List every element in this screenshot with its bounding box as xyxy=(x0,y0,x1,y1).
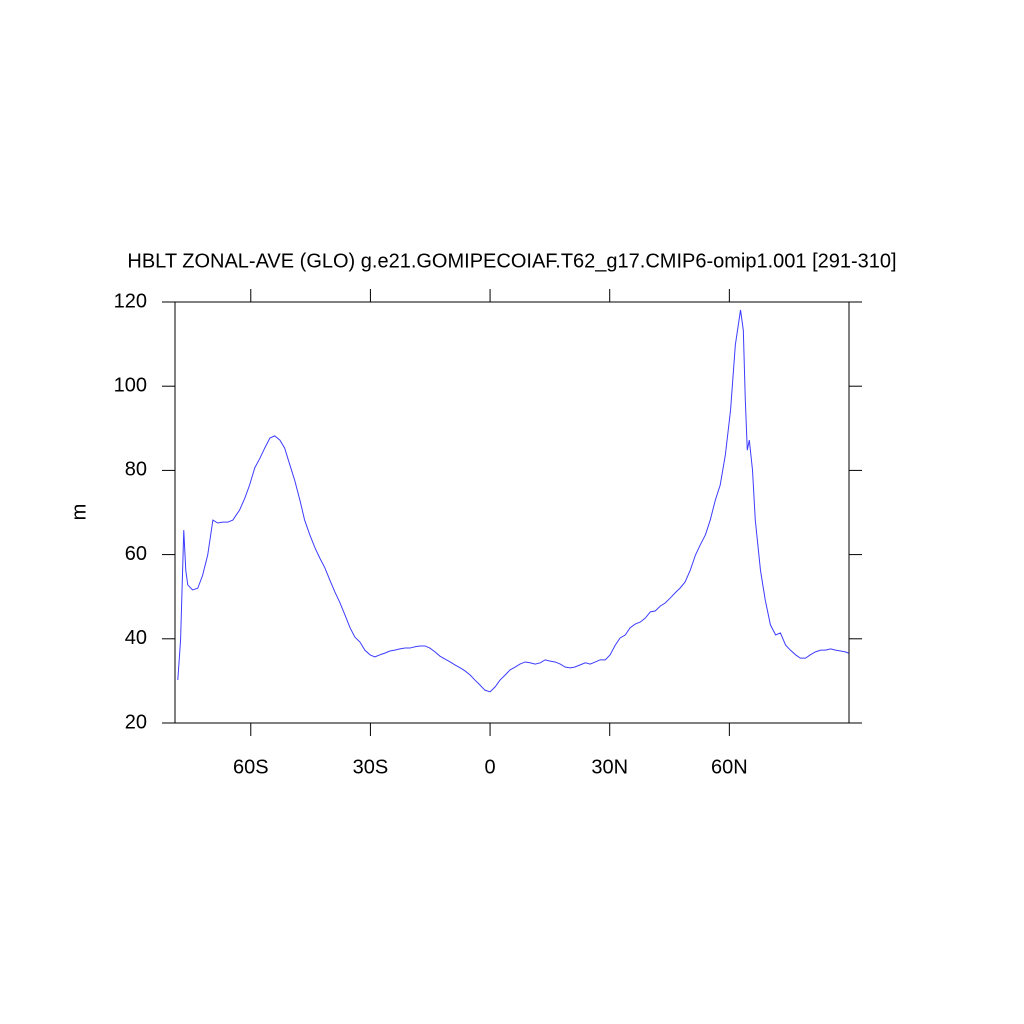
y-tick-label: 40 xyxy=(125,627,147,649)
y-tick-label: 100 xyxy=(114,374,147,396)
y-tick-label: 20 xyxy=(125,711,147,733)
x-tick-label: 0 xyxy=(485,756,496,778)
y-axis-label: m xyxy=(68,504,90,521)
x-tick-label: 30S xyxy=(353,756,389,778)
y-tick-label: 80 xyxy=(125,459,147,481)
y-tick-label: 120 xyxy=(114,290,147,312)
x-tick-label: 60S xyxy=(233,756,269,778)
data-line xyxy=(177,309,849,693)
x-tick-label: 60N xyxy=(711,756,748,778)
chart-title: HBLT ZONAL-AVE (GLO) g.e21.GOMIPECOIAF.T… xyxy=(127,250,896,272)
x-tick-label: 30N xyxy=(591,756,628,778)
y-tick-label: 60 xyxy=(125,543,147,565)
plot-frame xyxy=(174,301,850,724)
